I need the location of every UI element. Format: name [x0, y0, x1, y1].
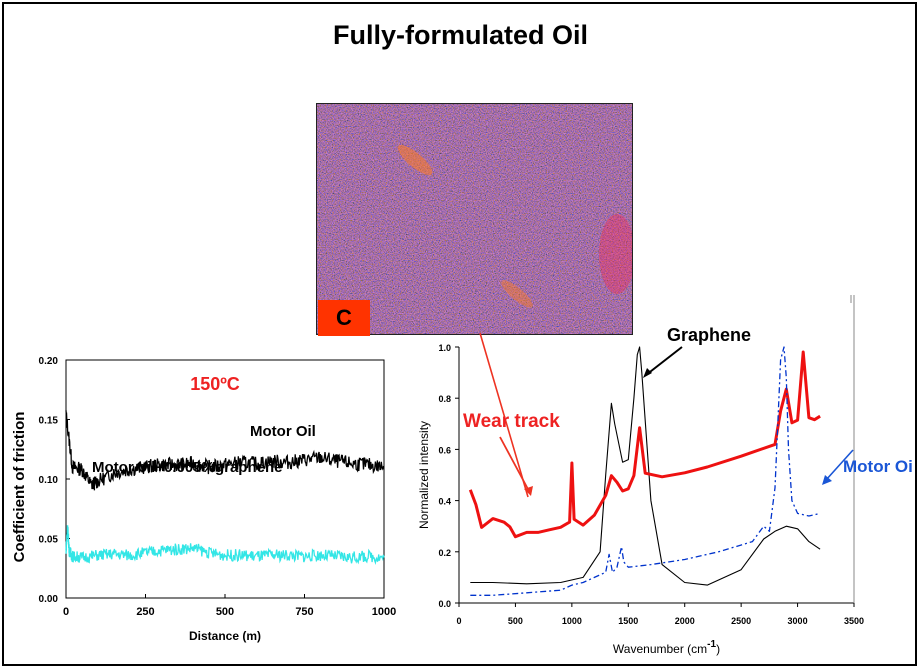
series-label-motor-oil: Motor Oil — [250, 423, 316, 440]
raman-spectra-chart: 0.0 0.2 0.4 0.6 0.8 1.0 0 500 1000 1500 2000 2500 30… — [417, 295, 913, 656]
y-axis-label: Coefficient of friction — [11, 412, 28, 563]
graphene-arrow — [645, 346, 683, 376]
temperature-annotation: 150ºC — [190, 374, 240, 394]
x-tick-label: 3500 — [844, 616, 864, 626]
x-tick-label: 750 — [295, 606, 313, 618]
micrograph-pointer-line — [479, 332, 529, 498]
y-tick-label: 0.15 — [39, 416, 59, 427]
motor-oil-arrow-head — [822, 475, 832, 485]
x-tick-label: 500 — [508, 616, 523, 626]
x-tick-label: 3000 — [788, 616, 808, 626]
x-axis-label: Wavenumber (cm-1) — [613, 639, 720, 656]
raman-map-image — [316, 103, 633, 335]
plot-area — [65, 359, 385, 599]
x-tick-label: 1000 — [562, 616, 582, 626]
x-axis-label: Distance (m) — [189, 629, 261, 643]
panel-label: C — [318, 300, 370, 336]
friction-chart: 0.00 0.05 0.10 0.15 0.20 0 250 500 750 1000 Distan… — [11, 356, 396, 643]
y-tick-label: 0.10 — [39, 475, 59, 486]
y-tick-label: 0.20 — [39, 356, 59, 367]
wear-track-arrow — [499, 436, 530, 492]
series-label-wear-track: Wear track — [463, 411, 560, 432]
wear-track-arrow-head — [524, 486, 533, 496]
y-tick-label: 0.05 — [39, 535, 59, 546]
x-tick-label: 0 — [456, 616, 461, 626]
graphene-arrow-head — [643, 368, 652, 378]
y-tick-label: 0.0 — [438, 599, 451, 609]
x-tick-label: 250 — [136, 606, 154, 618]
y-tick-label: 0.00 — [39, 594, 59, 605]
x-tick-label: 1000 — [372, 606, 396, 618]
x-tick-label: 2500 — [731, 616, 751, 626]
x-tick-label: 2000 — [675, 616, 695, 626]
x-tick-label: 0 — [63, 606, 69, 618]
series-label-motor-oil-graphene: Motor oil+0.005%graphene — [92, 459, 282, 476]
y-tick-label: 0.6 — [438, 445, 451, 455]
x-tick-label: 1500 — [618, 616, 638, 626]
y-axis-label: Normalized intensity — [417, 421, 431, 529]
raman-map-texture — [317, 104, 632, 334]
series-label-motor-oil: Motor Oi — [843, 457, 913, 476]
y-tick-label: 0.4 — [438, 497, 451, 507]
y-tick-label: 1.0 — [438, 343, 451, 353]
series-line-graphene — [470, 346, 821, 586]
series-line-wear-track — [468, 350, 821, 539]
x-tick-label: 500 — [216, 606, 234, 618]
series-label-graphene: Graphene — [667, 325, 751, 345]
series-line-motor-oil — [65, 410, 385, 491]
series-line-motor-oil-0-005-graphene — [65, 525, 385, 565]
motor-oil-arrow — [825, 449, 854, 481]
y-tick-label: 0.2 — [438, 548, 451, 558]
y-tick-label: 0.8 — [438, 394, 451, 404]
series-line-motor-oi — [470, 346, 821, 596]
page-title: Fully-formulated Oil — [332, 20, 588, 50]
